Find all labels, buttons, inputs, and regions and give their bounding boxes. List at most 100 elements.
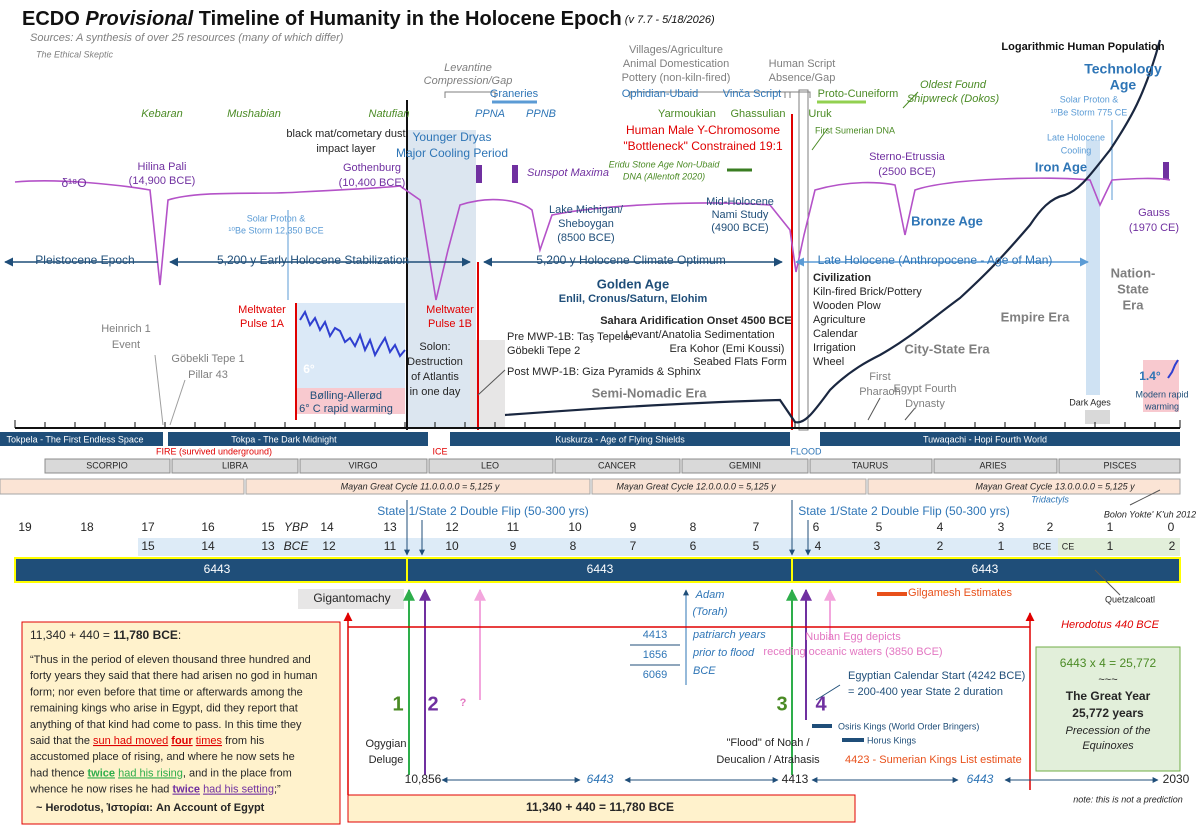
tilde: ~~~ [1098, 674, 1117, 686]
bce-tick: 12 [322, 539, 336, 553]
decoration-rect [867, 478, 1181, 495]
ce-tick: 2 [1169, 539, 1176, 553]
hopi-world: Kuskurza - Age of Flying Shields [555, 434, 685, 444]
destruction: FIRE (survived underground) [156, 446, 272, 456]
ghassulian: Ghassulian [730, 108, 785, 120]
decoration-path [629, 91, 791, 98]
michigan: Sheboygan [558, 218, 614, 230]
bce-label: BCE [284, 539, 310, 553]
quote-line: form; nor even before that time or after… [30, 686, 303, 698]
optimum: 5,200 y Holocene Climate Optimum [536, 253, 725, 267]
patriarch-text: patriarch years [692, 629, 766, 641]
zodiac-sign: GEMINI [729, 460, 761, 470]
bce-tick: 14 [201, 539, 215, 553]
semi-nomadic: Semi-Nomadic Era [592, 385, 708, 400]
gilgamesh: Gilgamesh Estimates [908, 587, 1012, 599]
solar-12350: Solar Proton & [247, 213, 306, 223]
fourth-dynasty: Dynasty [905, 398, 945, 410]
michigan: Lake Michigan/ [549, 204, 624, 216]
pre-mwp: Pre MWP-1B: Taş Tepeler [507, 331, 633, 343]
zodiac-sign: CANCER [598, 460, 637, 470]
first-pharaoh: Pharaoh [859, 386, 901, 398]
younger-dryas: Major Cooling Period [396, 146, 508, 160]
cycle-length: 6443 [587, 772, 614, 786]
sterno: (2500 BCE) [878, 166, 935, 178]
decoration-rect [347, 794, 856, 823]
eridu: Eridu Stone Age Non-Ubaid [609, 159, 721, 169]
decoration-line [902, 91, 919, 109]
ybp-tick: 8 [690, 520, 697, 534]
villages: Animal Domestication [623, 58, 729, 70]
quote-segment: whence he now rises he had [29, 784, 172, 796]
ybp-tick: 16 [201, 520, 215, 534]
decoration-line [867, 397, 881, 421]
ybp-tick: 2 [1047, 520, 1054, 534]
quote-attribution: ~ Herodotus, Ἱστορίαι: An Account of Egy… [36, 802, 265, 814]
fourth-dynasty: Egypt Fourth [894, 383, 957, 395]
decoration-rect [1035, 646, 1181, 772]
great-year-years: 25,772 years [1072, 706, 1144, 720]
quote-segment: four [171, 735, 193, 747]
sources: Sources: A synthesis of over 25 resource… [30, 32, 344, 44]
bce-tick: 1 [998, 539, 1005, 553]
destruction: ICE [432, 446, 447, 456]
modern-warming: Modern rapid [1135, 389, 1188, 399]
shipwreck: Oldest Found [920, 79, 987, 91]
quote-heading-part: 11,340 + 440 = [30, 628, 113, 642]
civilization: Calendar [813, 328, 858, 340]
quote-segment: had his rising [118, 767, 183, 779]
civilization: Wooden Plow [813, 300, 881, 312]
gauss: Gauss [1138, 207, 1170, 219]
date: 4413 [782, 772, 809, 786]
late-holocene: Late Holocene (Anthropocene - Age of Man… [818, 253, 1053, 267]
mwp1b: Meltwater [426, 304, 474, 316]
quote-heading: 11,340 + 440 = 11,780 BCE: [30, 628, 181, 642]
gothenburg: (10,400 BCE) [339, 177, 406, 189]
bce-tick: 9 [510, 539, 517, 553]
decoration-rect [0, 478, 245, 495]
patriarch-nums: 4413 [643, 629, 667, 641]
script-gap: Human Script [769, 58, 836, 70]
sahara: Sahara Aridification Onset 4500 BCE [600, 315, 792, 327]
horus: Horus Kings [867, 735, 917, 745]
hopi-world: Tokpa - The Dark Midnight [231, 434, 337, 444]
zodiac-sign: VIRGO [348, 460, 377, 470]
mayan-cycle: Mayan Great Cycle 12.0.0.0.0 = 5,125 y [616, 481, 776, 491]
levantine: Levantine [444, 62, 492, 74]
bce-tick: 11 [384, 539, 397, 553]
n3: 3 [776, 693, 787, 715]
zodiac-sign: PISCES [1103, 460, 1136, 470]
ybp-tick: 18 [80, 520, 94, 534]
bce-tick: 13 [261, 539, 275, 553]
bolling: Bølling-Allerød [310, 390, 382, 402]
title-part: (v 7.7 - 5/18/2026) [622, 14, 715, 26]
decoration-line [904, 407, 916, 421]
ybp-tick: 19 [18, 520, 32, 534]
younger-dryas: Younger Dryas [413, 130, 492, 144]
first-pharaoh: First [869, 371, 890, 383]
decoration-path [14, 177, 1171, 301]
title: ECDO Provisional Timeline of Humanity in… [22, 8, 715, 30]
decoration-path [504, 39, 1162, 424]
patriarch-text: prior to flood [692, 647, 755, 659]
zodiac-sign: LEO [481, 460, 499, 470]
y-chromosome: Human Male Y-Chromosome [626, 123, 780, 137]
gothenburg: Gothenburg [343, 162, 401, 174]
patriarch-nums: 1656 [643, 649, 667, 661]
solar-775: ¹⁰Be Storm 775 CE [1051, 107, 1128, 117]
decoration-path [444, 91, 496, 98]
ybp-tick: 14 [320, 520, 334, 534]
ppna: PPNA [475, 108, 505, 120]
decoration-rect [591, 478, 867, 495]
adam: (Torah) [692, 606, 727, 618]
decoration-path [14, 420, 1181, 428]
decoration-rect [842, 738, 864, 742]
bce-tick: 10 [445, 539, 459, 553]
technology-age: Age [1110, 77, 1137, 93]
solon: Destruction [407, 356, 463, 368]
six-deg: 6° [303, 362, 315, 376]
date: 2030 [1163, 772, 1190, 786]
decoration-rect [476, 165, 482, 183]
decoration-rect [138, 538, 1180, 556]
decoration-rect [812, 724, 832, 728]
